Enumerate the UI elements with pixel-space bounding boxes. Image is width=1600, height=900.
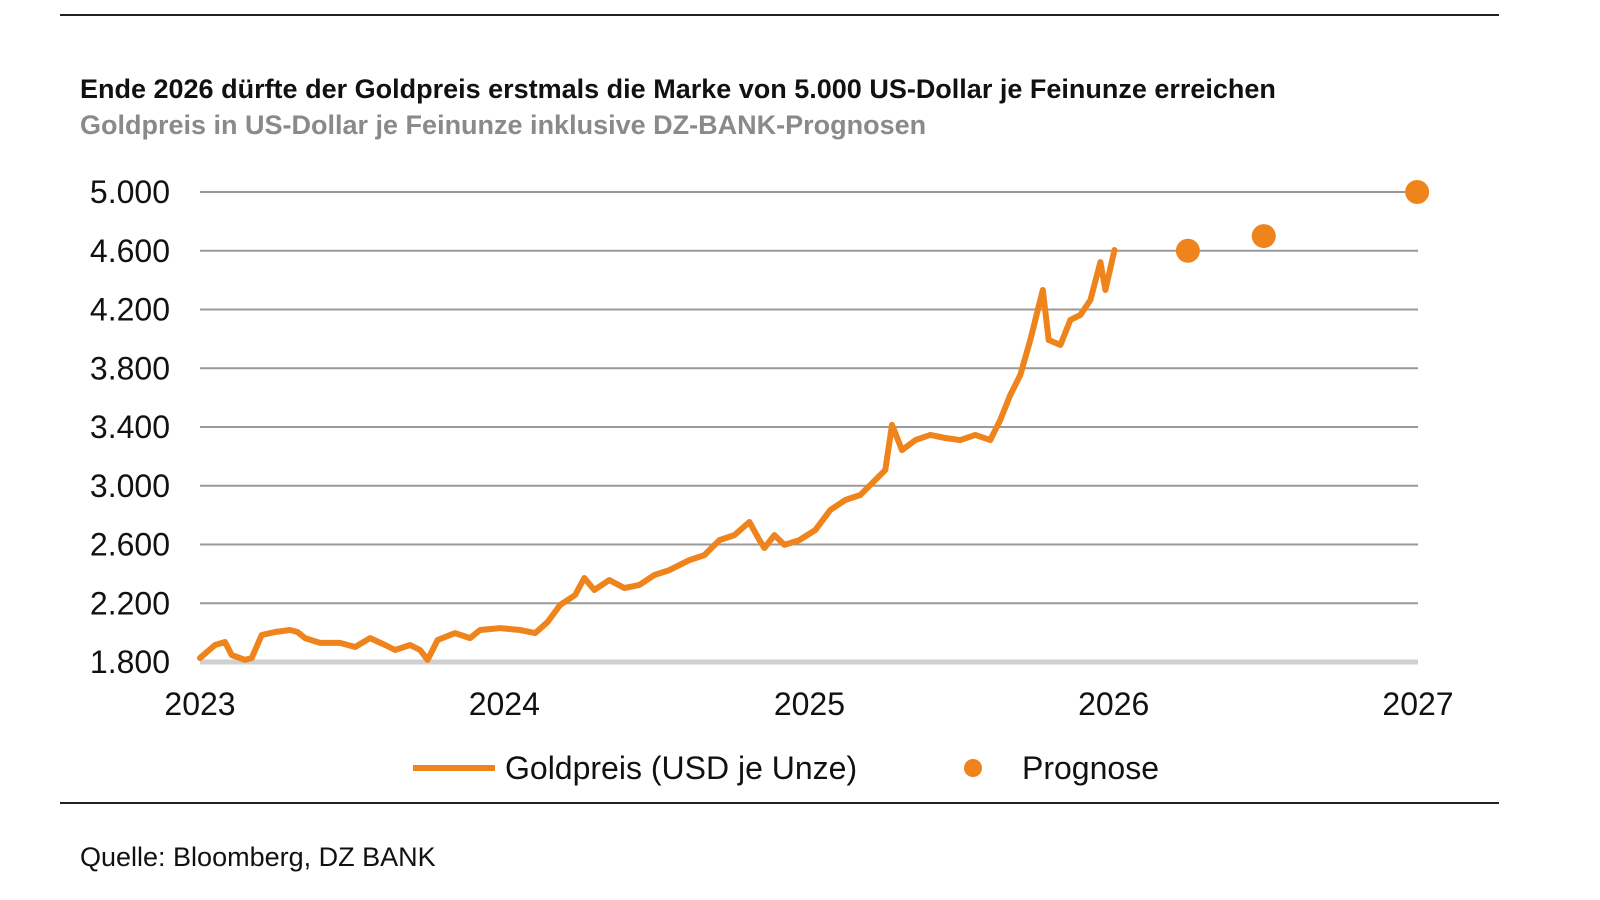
y-tick-label: 3.400 (90, 409, 170, 445)
bottom-rule (60, 802, 1499, 804)
legend-label-gold-price: Goldpreis (USD je Unze) (505, 750, 857, 786)
x-tick-label: 2027 (1382, 686, 1453, 722)
chart-title: Ende 2026 dürfte der Goldpreis erstmals … (80, 74, 1276, 104)
gold-price-line (197, 247, 1118, 663)
x-tick-label: 2024 (469, 686, 540, 722)
forecast-point (1175, 238, 1200, 263)
y-tick-label: 3.800 (90, 350, 170, 386)
x-tick-label: 2025 (774, 686, 845, 722)
y-tick-label: 4.200 (90, 292, 170, 328)
x-tick-label: 2023 (164, 686, 235, 722)
legend-dot-swatch (964, 759, 982, 777)
top-rule (60, 14, 1499, 16)
forecast-point (1251, 224, 1276, 249)
legend-label-forecast: Prognose (1022, 750, 1159, 786)
y-tick-label: 5.000 (90, 174, 170, 210)
source-note: Quelle: Bloomberg, DZ BANK (80, 842, 436, 872)
y-tick-label: 2.600 (90, 527, 170, 563)
forecast-point (1405, 180, 1430, 204)
chart-subtitle: Goldpreis in US-Dollar je Feinunze inklu… (80, 110, 927, 140)
y-tick-label: 4.600 (90, 233, 170, 269)
y-tick-label: 3.000 (90, 468, 170, 504)
x-tick-label: 2026 (1078, 686, 1149, 722)
y-tick-label: 1.800 (90, 644, 170, 680)
y-tick-label: 2.200 (90, 585, 170, 621)
